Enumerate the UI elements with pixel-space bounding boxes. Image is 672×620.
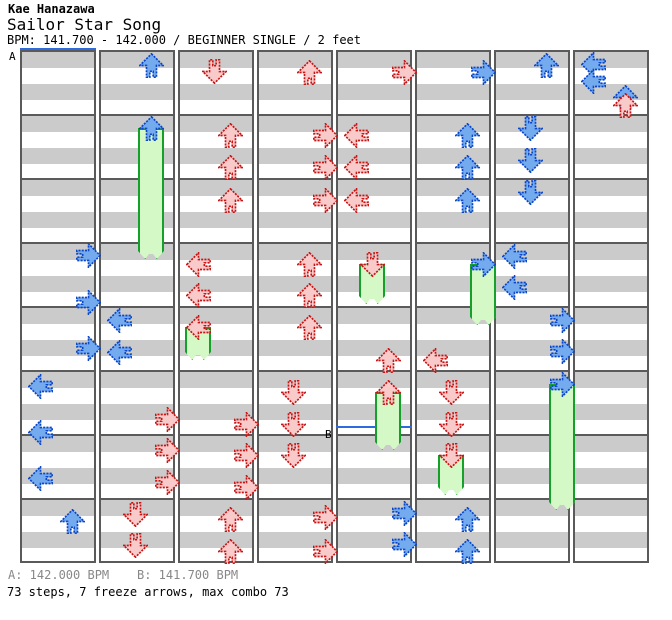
up-arrow-icon xyxy=(454,154,480,180)
right-arrow-icon xyxy=(154,469,180,495)
song-title: Sailor Star Song xyxy=(7,15,162,34)
right-arrow-icon xyxy=(312,154,338,180)
up-arrow-icon xyxy=(612,92,638,118)
down-arrow-icon xyxy=(438,442,464,468)
up-arrow-icon xyxy=(138,115,164,141)
bpm-a-label: A: 142.000 BPM xyxy=(8,568,110,582)
right-arrow-icon xyxy=(391,531,417,557)
left-arrow-icon xyxy=(106,307,132,333)
up-arrow-icon xyxy=(533,52,559,78)
right-arrow-icon xyxy=(549,307,575,333)
left-arrow-icon xyxy=(106,339,132,365)
left-arrow-icon xyxy=(343,154,369,180)
up-arrow-icon xyxy=(217,122,243,148)
right-arrow-icon xyxy=(312,538,338,564)
left-arrow-icon xyxy=(185,251,211,277)
left-arrow-icon xyxy=(422,347,448,373)
up-arrow-icon xyxy=(296,314,322,340)
right-arrow-icon xyxy=(470,59,496,85)
measure-column xyxy=(573,50,649,563)
down-arrow-icon xyxy=(359,251,385,277)
down-arrow-icon xyxy=(280,411,306,437)
down-arrow-icon xyxy=(517,179,543,205)
right-arrow-icon xyxy=(312,122,338,148)
up-arrow-icon xyxy=(217,187,243,213)
down-arrow-icon xyxy=(201,58,227,84)
left-arrow-icon xyxy=(343,122,369,148)
right-arrow-icon xyxy=(391,59,417,85)
right-arrow-icon xyxy=(233,442,259,468)
right-arrow-icon xyxy=(233,474,259,500)
bpm-b-label: B: 141.700 BPM xyxy=(137,568,239,582)
up-arrow-icon xyxy=(217,154,243,180)
up-arrow-icon xyxy=(375,379,401,405)
left-arrow-icon xyxy=(27,419,53,445)
down-arrow-icon xyxy=(517,147,543,173)
up-arrow-icon xyxy=(454,538,480,564)
freeze-arrow-bar xyxy=(138,128,164,260)
up-arrow-icon xyxy=(217,538,243,564)
right-arrow-icon xyxy=(312,187,338,213)
left-arrow-icon xyxy=(580,68,606,94)
right-arrow-icon xyxy=(312,504,338,530)
bpm-marker-label: B xyxy=(325,428,332,441)
right-arrow-icon xyxy=(549,338,575,364)
right-arrow-icon xyxy=(154,437,180,463)
bpm-marker-label: A xyxy=(9,50,16,63)
up-arrow-icon xyxy=(217,506,243,532)
left-arrow-icon xyxy=(185,314,211,340)
right-arrow-icon xyxy=(75,289,101,315)
down-arrow-icon xyxy=(438,411,464,437)
left-arrow-icon xyxy=(27,373,53,399)
up-arrow-icon xyxy=(59,508,85,534)
down-arrow-icon xyxy=(122,532,148,558)
down-arrow-icon xyxy=(280,379,306,405)
up-arrow-icon xyxy=(296,282,322,308)
left-arrow-icon xyxy=(501,274,527,300)
up-arrow-icon xyxy=(138,52,164,78)
right-arrow-icon xyxy=(233,411,259,437)
right-arrow-icon xyxy=(391,500,417,526)
up-arrow-icon xyxy=(454,187,480,213)
measure-column xyxy=(178,50,254,563)
down-arrow-icon xyxy=(280,442,306,468)
right-arrow-icon xyxy=(549,371,575,397)
right-arrow-icon xyxy=(470,251,496,277)
bpm-marker-line xyxy=(336,426,412,428)
left-arrow-icon xyxy=(27,465,53,491)
left-arrow-icon xyxy=(501,243,527,269)
up-arrow-icon xyxy=(454,122,480,148)
right-arrow-icon xyxy=(75,335,101,361)
up-arrow-icon xyxy=(375,347,401,373)
right-arrow-icon xyxy=(154,406,180,432)
artist-name: Kae Hanazawa xyxy=(8,2,95,16)
bpm-marker-line xyxy=(20,48,96,50)
right-arrow-icon xyxy=(75,242,101,268)
up-arrow-icon xyxy=(296,59,322,85)
freeze-arrow-bar xyxy=(549,384,575,511)
up-arrow-icon xyxy=(454,506,480,532)
down-arrow-icon xyxy=(438,379,464,405)
down-arrow-icon xyxy=(517,115,543,141)
up-arrow-icon xyxy=(296,251,322,277)
left-arrow-icon xyxy=(343,187,369,213)
down-arrow-icon xyxy=(122,501,148,527)
bpm-difficulty-info: BPM: 141.700 - 142.000 / BEGINNER SINGLE… xyxy=(7,33,362,47)
left-arrow-icon xyxy=(185,282,211,308)
steps-summary: 73 steps, 7 freeze arrows, max combo 73 xyxy=(7,585,289,599)
